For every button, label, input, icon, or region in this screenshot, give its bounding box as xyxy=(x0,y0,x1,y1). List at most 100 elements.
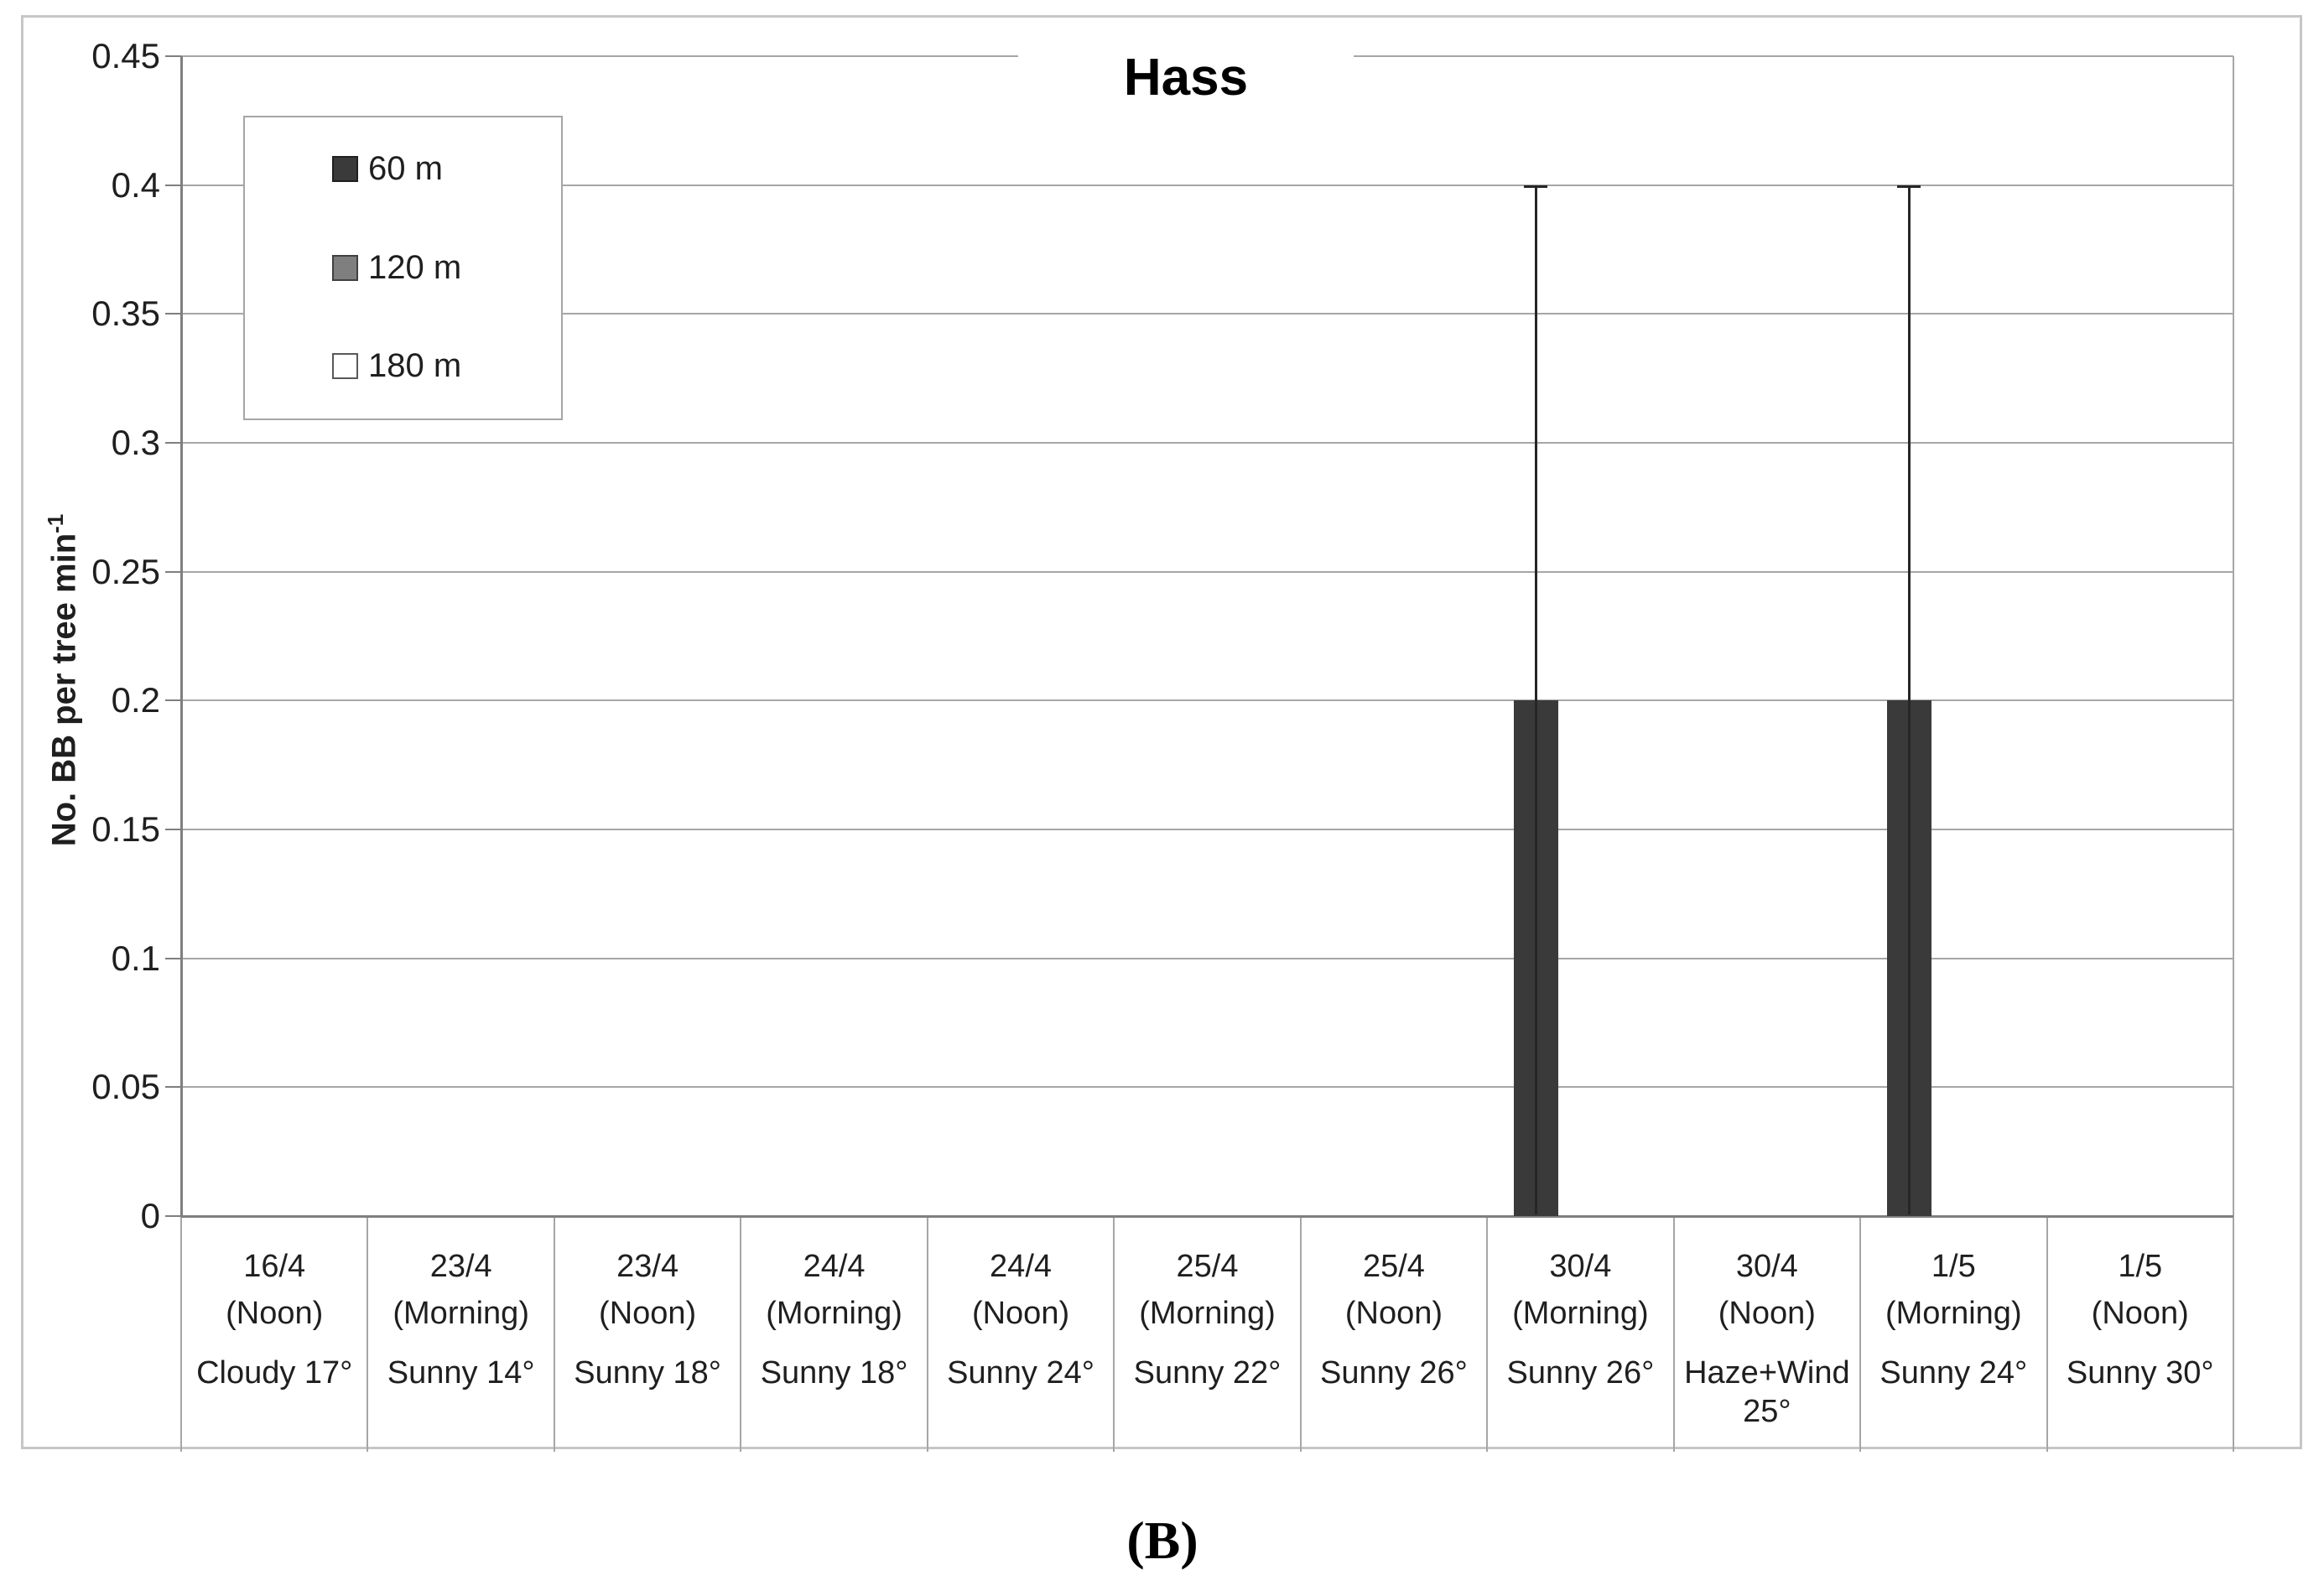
y-tick-label: 0.05 xyxy=(91,1067,160,1107)
category-date: 24/4 xyxy=(803,1249,866,1284)
y-tick-label: 0.3 xyxy=(111,423,160,462)
category-time: (Noon) xyxy=(2091,1296,2189,1331)
category-time: (Noon) xyxy=(226,1296,324,1331)
legend-swatch-120m xyxy=(332,254,358,281)
category-time: (Morning) xyxy=(1139,1296,1276,1331)
category-date-time: 24/4 (Noon) xyxy=(928,1216,1114,1337)
category-cell: 23/4 (Morning) Sunny 14° xyxy=(367,1216,554,1452)
axis-extension xyxy=(180,1216,182,1452)
y-tick-label: 0.1 xyxy=(111,938,160,978)
gridline xyxy=(181,313,2233,315)
gridline xyxy=(181,1086,2233,1089)
category-date: 30/4 xyxy=(1735,1249,1798,1284)
category-date-time: 25/4 (Noon) xyxy=(1301,1216,1487,1337)
error-bar-cap xyxy=(1524,185,1548,188)
category-date: 23/4 xyxy=(616,1249,679,1284)
gridline xyxy=(181,442,2233,444)
y-tick-label: 0.2 xyxy=(111,680,160,720)
legend-label: 120 m xyxy=(368,248,462,286)
category-date-time: 24/4 (Morning) xyxy=(741,1216,927,1337)
category-divider xyxy=(1859,1216,1862,1452)
y-axis-tick xyxy=(165,829,181,830)
category-weather: Sunny 24° xyxy=(1879,1355,2028,1391)
category-date-time: 1/5 (Noon) xyxy=(2047,1216,2233,1337)
category-divider xyxy=(1672,1216,1675,1452)
y-axis-tick xyxy=(165,442,181,444)
category-weather: Sunny 18° xyxy=(574,1355,722,1391)
category-weather: Sunny 24° xyxy=(947,1355,1094,1391)
category-divider xyxy=(2046,1216,2048,1452)
category-divider xyxy=(553,1216,555,1452)
gridline xyxy=(181,829,2233,830)
category-cell: 16/4 (Noon) Cloudy 17° xyxy=(181,1216,367,1452)
category-divider xyxy=(1299,1216,1302,1452)
category-cell: 24/4 (Noon) Sunny 24° xyxy=(928,1216,1114,1452)
category-date: 25/4 xyxy=(1362,1249,1425,1284)
category-time: (Morning) xyxy=(1885,1296,2022,1331)
y-axis-title-superscript: -1 xyxy=(43,513,68,533)
y-axis-tick xyxy=(165,55,181,57)
category-date-time: 23/4 (Noon) xyxy=(554,1216,741,1337)
category-divider xyxy=(367,1216,369,1452)
category-date-time: 23/4 (Morning) xyxy=(367,1216,554,1337)
category-cell: 1/5 (Morning) Sunny 24° xyxy=(1860,1216,2046,1452)
y-axis-tick xyxy=(165,570,181,573)
category-divider xyxy=(1113,1216,1115,1452)
y-axis-tick xyxy=(165,1086,181,1089)
y-tick-label: 0 xyxy=(140,1196,160,1235)
figure-caption: (B) xyxy=(1126,1510,1198,1570)
category-weather: Sunny 30° xyxy=(2066,1355,2214,1391)
y-axis-line xyxy=(180,56,183,1216)
category-date: 16/4 xyxy=(243,1249,306,1284)
category-weather: Sunny 18° xyxy=(760,1355,908,1391)
category-divider xyxy=(1486,1216,1489,1452)
category-divider xyxy=(926,1216,928,1452)
category-date: 1/5 xyxy=(2118,1249,2163,1284)
legend-swatch-180m xyxy=(332,352,358,379)
category-date-time: 1/5 (Morning) xyxy=(1860,1216,2046,1337)
category-time: (Noon) xyxy=(971,1296,1070,1331)
category-weather: Sunny 14° xyxy=(387,1355,535,1391)
category-time: (Morning) xyxy=(1512,1296,1649,1331)
category-weather: Cloudy 17° xyxy=(196,1355,353,1391)
y-axis-tick xyxy=(165,957,181,959)
category-weather: Sunny 26° xyxy=(1506,1355,1655,1391)
y-axis-tick xyxy=(165,1215,181,1217)
y-tick-label: 0.25 xyxy=(91,551,160,591)
category-cell: 23/4 (Noon) Sunny 18° xyxy=(554,1216,741,1452)
category-cell: 25/4 (Morning) Sunny 22° xyxy=(1114,1216,1300,1452)
legend-swatch-60m xyxy=(332,155,358,182)
category-date: 24/4 xyxy=(990,1249,1053,1284)
category-weather: Haze+Wind 25° xyxy=(1684,1355,1850,1429)
y-axis-tick xyxy=(165,699,181,702)
category-divider xyxy=(740,1216,742,1452)
category-weather: Sunny 22° xyxy=(1133,1355,1282,1391)
category-date: 1/5 xyxy=(1931,1249,1976,1284)
category-date: 25/4 xyxy=(1176,1249,1239,1284)
category-time: (Noon) xyxy=(1718,1296,1816,1331)
category-weather: Sunny 26° xyxy=(1320,1355,1468,1391)
hass-bar-chart: Hass No. BB per tree min-1 0 0.05 0.1 0.15 0… xyxy=(21,15,2302,1452)
x-axis-line xyxy=(181,1215,2233,1218)
category-cell: 25/4 (Noon) Sunny 26° xyxy=(1301,1216,1487,1452)
category-cell: 24/4 (Morning) Sunny 18° xyxy=(741,1216,927,1452)
legend-label: 60 m xyxy=(368,149,443,187)
gridline xyxy=(181,699,2233,702)
y-tick-label: 0.4 xyxy=(111,164,160,205)
gridline xyxy=(181,570,2233,573)
y-tick-label: 0.15 xyxy=(91,809,160,849)
plot-right-border xyxy=(2233,56,2234,1452)
y-axis-tick xyxy=(165,184,181,186)
category-date-time: 16/4 (Noon) xyxy=(181,1216,367,1337)
category-date-time: 30/4 (Morning) xyxy=(1487,1216,1673,1337)
gridline xyxy=(181,184,2233,186)
legend: 60 m 120 m 180 m xyxy=(243,116,563,420)
legend-item: 180 m xyxy=(332,347,461,384)
category-date-time: 25/4 (Morning) xyxy=(1114,1216,1300,1337)
category-time: (Morning) xyxy=(766,1296,902,1331)
category-date: 30/4 xyxy=(1549,1249,1612,1284)
y-tick-label: 0.45 xyxy=(91,36,160,75)
legend-item: 120 m xyxy=(332,249,461,286)
category-date: 23/4 xyxy=(429,1249,492,1284)
legend-item: 60 m xyxy=(332,150,443,187)
